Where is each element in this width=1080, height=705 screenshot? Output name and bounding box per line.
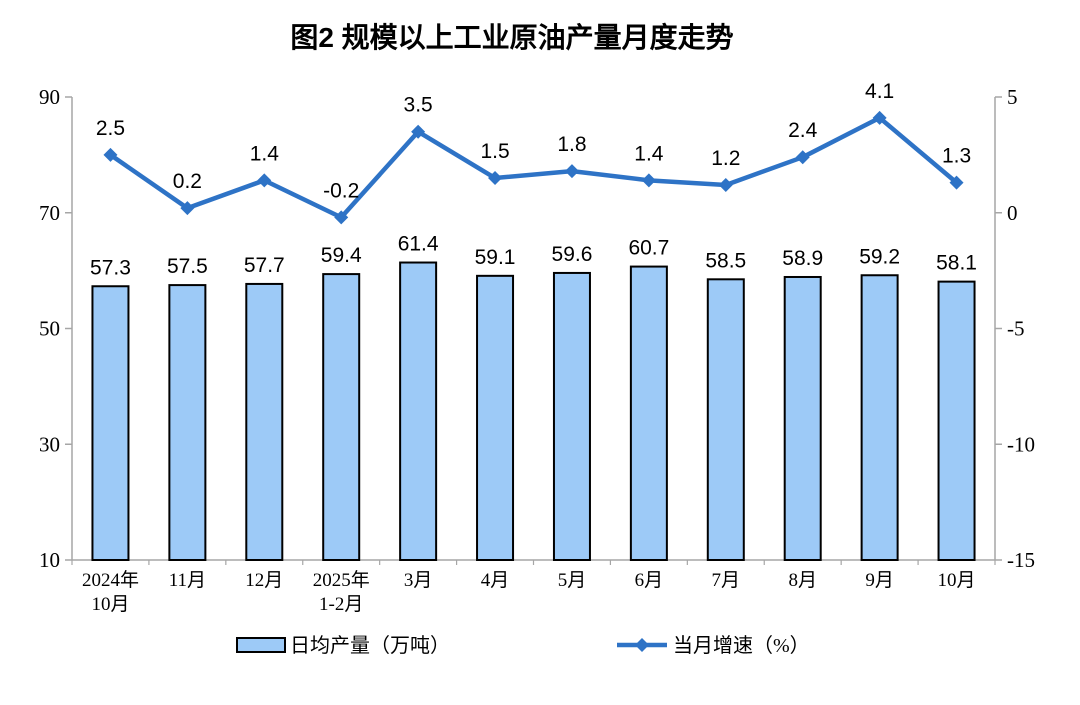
line-point-marker	[564, 164, 579, 179]
line-value-label: 1.3	[942, 145, 971, 168]
bar	[552, 271, 591, 561]
x-axis-category-label: 8月	[788, 570, 817, 591]
bar	[168, 284, 207, 561]
growth-line	[108, 115, 959, 220]
x-axis-category-label: 3月	[404, 570, 433, 591]
bar-value-label: 61.4	[398, 233, 439, 256]
bar-legend-swatch-icon	[236, 637, 286, 653]
bar-value-label: 57.3	[90, 256, 131, 279]
bar	[783, 275, 822, 561]
line-series	[103, 110, 964, 225]
line-value-label: 2.4	[788, 119, 818, 142]
chart-title: 图2 规模以上工业原油产量月度走势	[290, 22, 733, 53]
line-value-label: 0.2	[173, 170, 202, 193]
line-point-marker	[488, 171, 503, 186]
legend: 日均产量（万吨） 当月增速（%）	[236, 634, 810, 657]
line-point-marker	[718, 177, 733, 192]
bar-series	[91, 261, 976, 561]
line-point-marker	[795, 150, 810, 165]
bar	[476, 274, 515, 561]
bar-value-label: 58.9	[782, 247, 823, 270]
bar-value-label: 59.6	[552, 243, 593, 266]
x-axis-category-label: 5月	[558, 570, 587, 591]
x-axis-category-label: 12月	[245, 570, 283, 591]
line-point-marker	[180, 201, 195, 216]
bar-value-label: 57.5	[167, 255, 208, 278]
bar	[322, 273, 361, 561]
line-value-label: 1.8	[557, 133, 586, 156]
bar-value-label: 58.5	[705, 249, 746, 272]
bar	[860, 274, 899, 561]
data-labels: 57.3 57.5 57.7 59.4 61.4 59.1 59.6 60.7 58.5 58.9…	[90, 80, 977, 279]
line-value-label: 3.5	[404, 94, 433, 117]
left-axis-tick-label: 30	[39, 432, 60, 456]
bar-value-label: 60.7	[628, 237, 669, 260]
line-legend-label: 当月增速（%）	[673, 634, 810, 657]
x-axis-category-label: 7月	[712, 570, 741, 591]
bar	[91, 285, 130, 561]
bar-value-label: 57.7	[244, 254, 285, 277]
bar	[706, 278, 745, 561]
line-point-marker	[872, 110, 887, 125]
line-value-label: 1.5	[480, 140, 509, 163]
line-point-marker	[334, 210, 349, 225]
x-axis-category-label: 10月	[938, 570, 976, 591]
line-point-marker	[103, 147, 118, 162]
bar	[399, 261, 438, 561]
line-value-label: 4.1	[865, 80, 894, 103]
x-axis-category-label: 2024年 10月	[82, 569, 139, 615]
bar-value-label: 59.1	[475, 246, 516, 269]
bar-legend-label: 日均产量（万吨）	[290, 634, 450, 657]
left-axis-tick-label: 70	[39, 201, 60, 225]
bar-value-label: 58.1	[936, 252, 977, 275]
left-axis-tick-label: 90	[39, 85, 60, 109]
x-axis-category-label: 9月	[865, 570, 894, 591]
right-axis-tick-label: 5	[1007, 85, 1018, 109]
line-value-label: 1.4	[634, 142, 664, 165]
x-axis-category-label: 6月	[635, 570, 664, 591]
line-value-label: 2.5	[96, 117, 125, 140]
axes: 10 30 50 70 90 -15 -10 -5 0 5 2024年 10月 11月 12月 2025年 1…	[39, 85, 1035, 615]
bar	[937, 280, 976, 561]
bar-value-label: 59.4	[321, 244, 362, 267]
x-axis-category-label: 2025年 1-2月	[313, 569, 370, 615]
right-axis-tick-label: 0	[1007, 201, 1018, 225]
line-value-label: 1.2	[711, 147, 740, 170]
left-axis-tick-label: 10	[39, 548, 60, 572]
bar-value-label: 59.2	[859, 245, 900, 268]
right-axis-tick-label: -5	[1007, 317, 1025, 341]
right-axis-tick-label: -10	[1007, 432, 1035, 456]
x-axis-category-label: 11月	[169, 570, 206, 591]
line-point-marker	[411, 124, 426, 139]
bar	[629, 265, 668, 561]
line-legend-marker-icon	[635, 638, 649, 652]
right-axis-tick-label: -15	[1007, 548, 1035, 572]
line-point-marker	[257, 173, 272, 188]
line-point-marker	[949, 175, 964, 190]
x-axis-category-label: 4月	[481, 570, 510, 591]
bar	[245, 282, 284, 561]
line-point-marker	[641, 173, 656, 188]
line-value-label: -0.2	[323, 179, 359, 202]
line-value-label: 1.4	[250, 142, 280, 165]
left-axis-tick-label: 50	[39, 317, 60, 341]
